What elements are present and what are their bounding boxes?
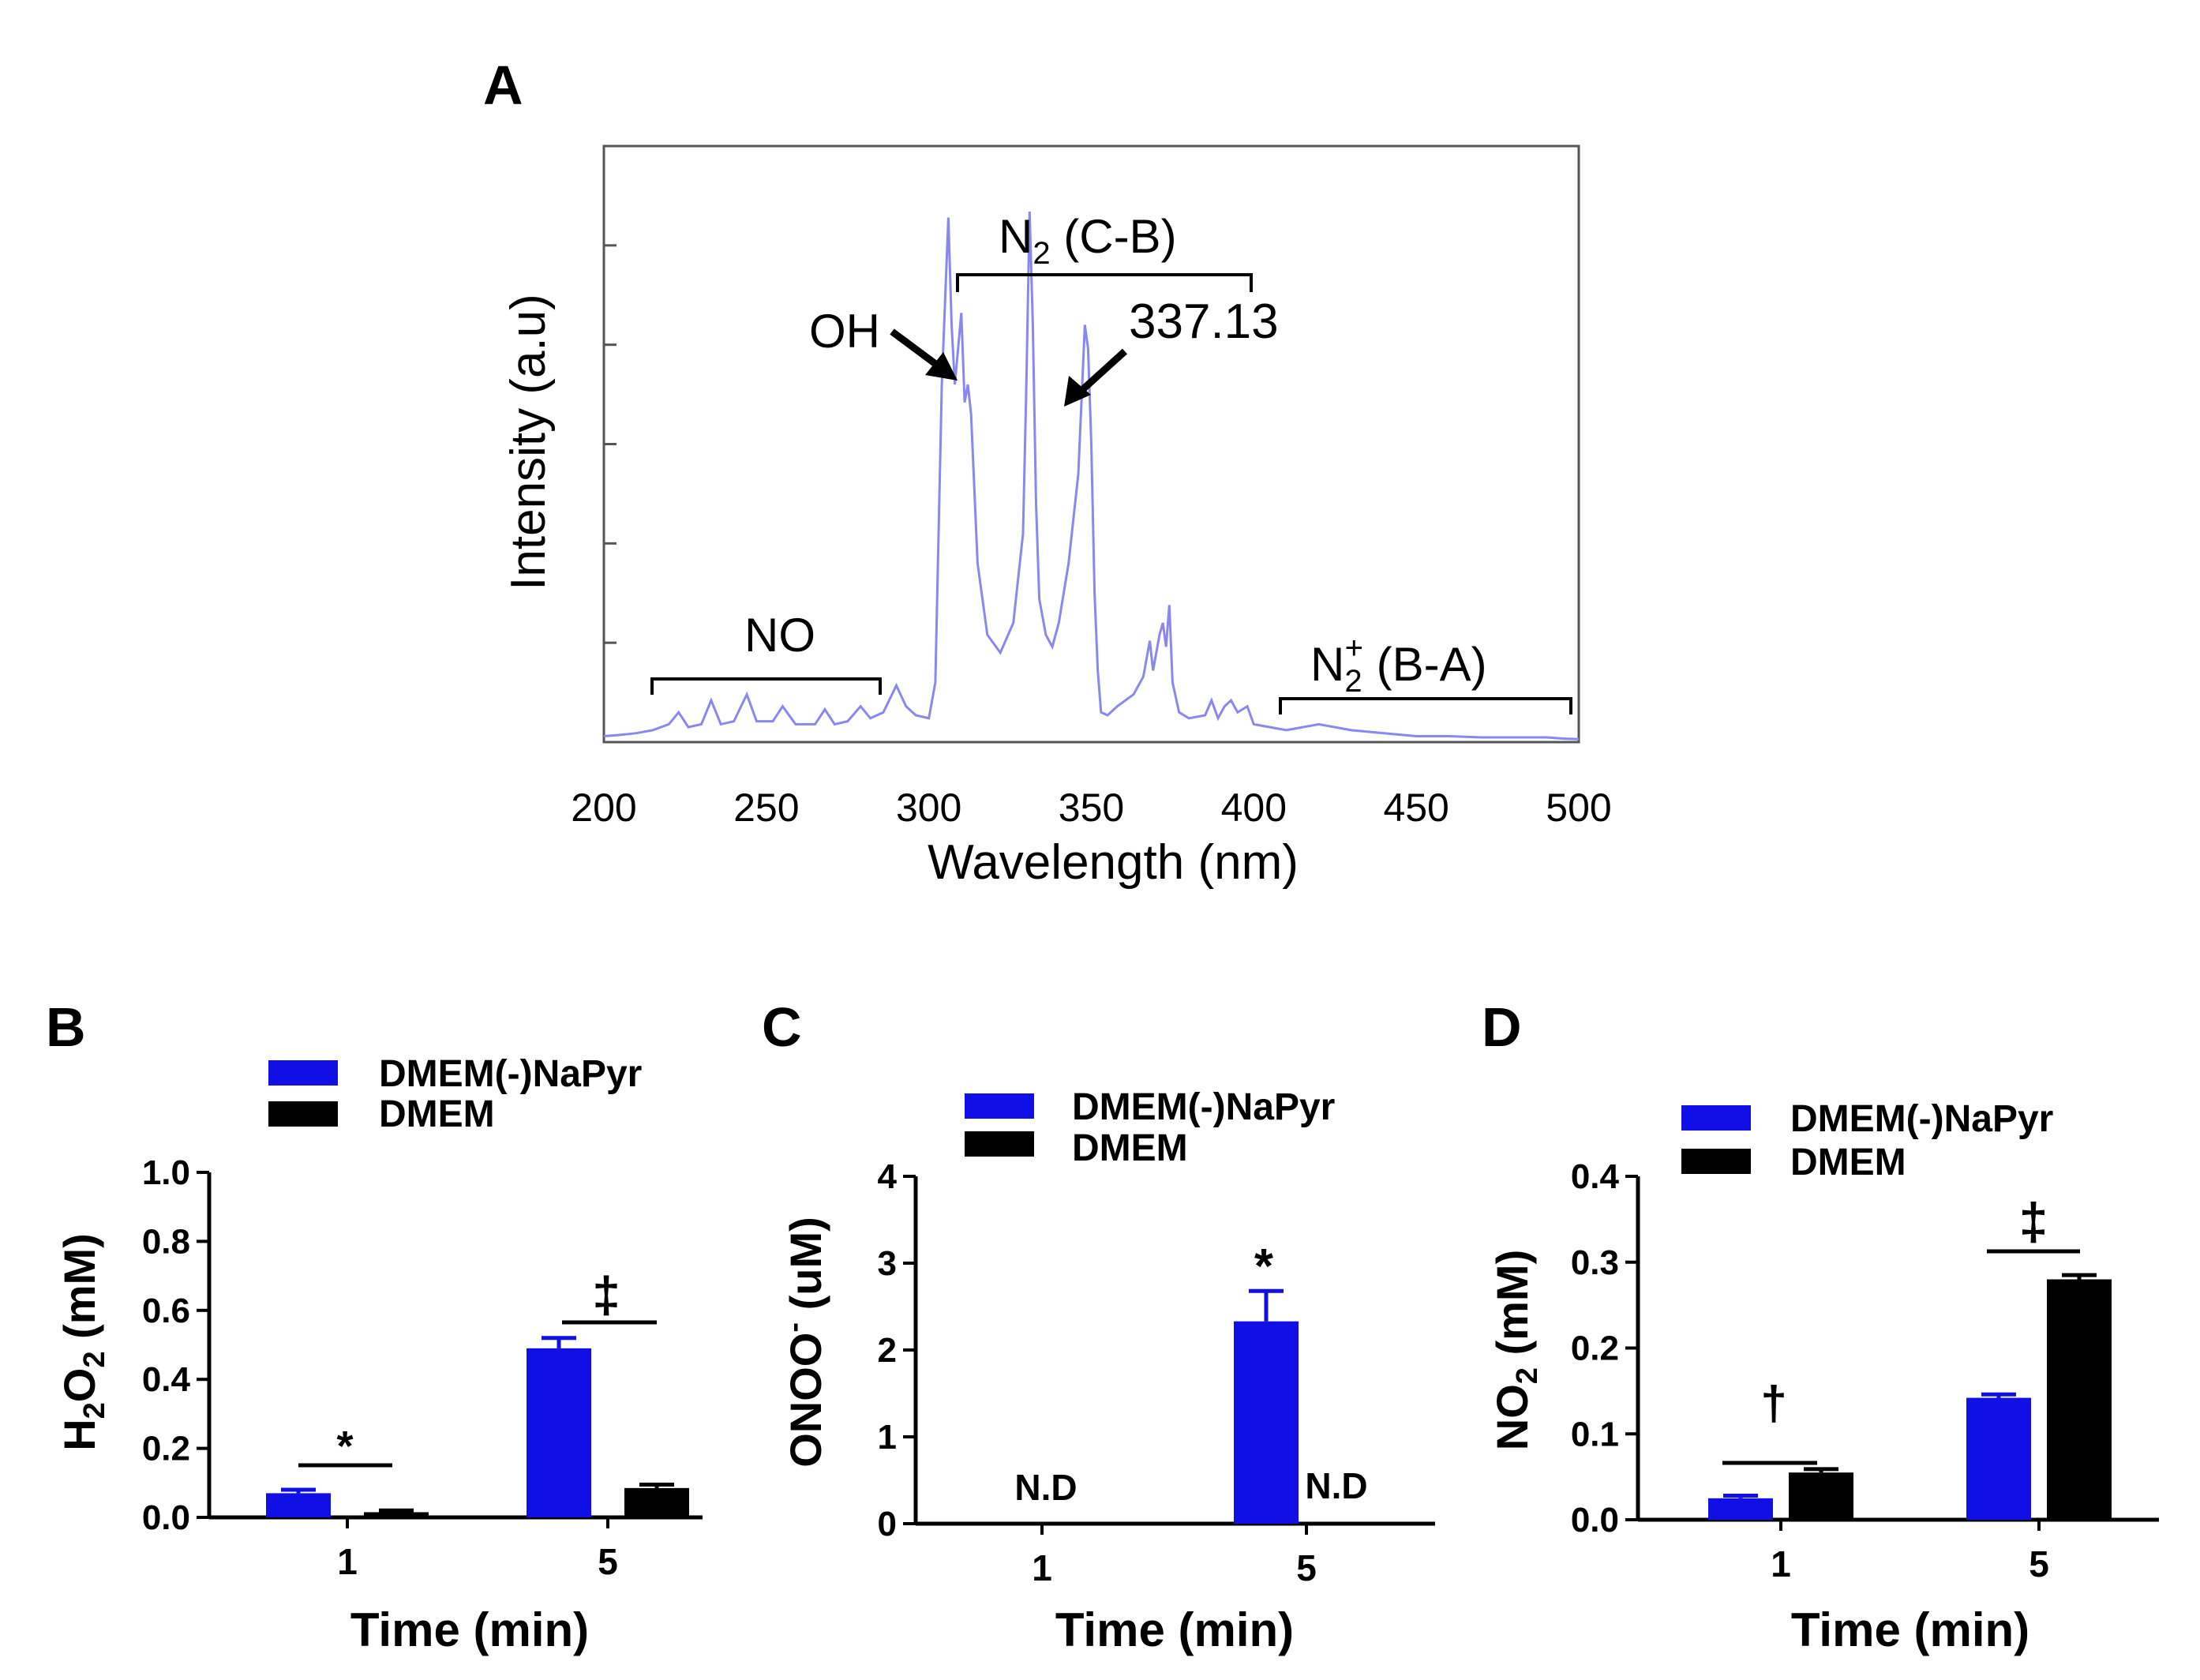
spectrum-y-ticks [604,144,617,644]
significance-marker: * [1254,1239,1274,1294]
significance-marker: † [1760,1377,1786,1430]
n2-cb-bracket [956,273,1253,292]
legend-d-item-1: DMEM(-)NaPyr [1790,1098,2053,1140]
panel-label-c: C [762,996,802,1058]
panel-label-b: B [46,996,86,1058]
y-tick-label: 0.1 [1571,1415,1619,1453]
y-tick-label: 4 [878,1157,898,1196]
y-tick-label: 0.4 [1571,1157,1620,1196]
y-tick-label: 0.6 [142,1292,190,1330]
x-tick-label: 5 [598,1541,618,1582]
n2plus-ba-label: N2+ (B-A) [1310,631,1487,699]
legend-d-swatch-black [1681,1149,1751,1174]
panel-b-plot: 0.0 0.2 0.4 0.6 0.8 1.0 1 5 * ‡ [142,1153,703,1582]
x-tick-label: 5 [2029,1543,2049,1584]
legend-c-swatch-blue [965,1093,1034,1119]
y-tick-label: 0.0 [1571,1501,1619,1539]
panel-d: D DMEM(-)NaPyr DMEM NO2 (mM) Time (min) … [1482,996,2159,1656]
significance-marker: * [336,1423,353,1470]
bar-dmem [364,1512,429,1517]
panel-label-d: D [1482,996,1522,1058]
bar-dmem-napyr [1708,1498,1773,1520]
panel-d-plot: 0.0 0.1 0.2 0.3 0.4 1 5 † ‡ [1571,1157,2159,1584]
y-tick-label: 1.0 [142,1153,190,1192]
panel-d-x-axis-label: Time (min) [1791,1603,2029,1656]
spectrum-line [603,211,1580,741]
spectrum-x-ticks: 200 250 300 350 400 450 500 [571,786,1611,830]
legend-b-item-2: DMEM [379,1093,495,1135]
bar-dmem [624,1487,689,1517]
panel-c: C DMEM(-)NaPyr DMEM ONOO- (uM) Time (min… [762,996,1435,1656]
spectrum-x-tick-label: 350 [1059,786,1124,830]
x-tick-label: 1 [337,1541,358,1582]
x-tick-label: 1 [1032,1547,1052,1588]
legend-b-item-1: DMEM(-)NaPyr [379,1053,642,1095]
oh-arrow-head [925,352,958,381]
panel-b: B DMEM(-)NaPyr DMEM H2O2 (mM) Time (min)… [46,996,703,1656]
significance-marker: ‡ [592,1266,620,1323]
x-tick-label: 5 [1296,1547,1317,1588]
n2plus-ba-bracket [1279,697,1572,714]
y-tick-label: 2 [878,1331,897,1370]
n2-cb-label: N2 (C-B) [999,210,1177,271]
panel-a: A 200 250 300 350 400 450 500 Intensity (a.u) … [483,54,1612,890]
legend-d-item-2: DMEM [1790,1142,1906,1183]
y-tick-label: 0.4 [142,1360,191,1399]
panel-b-x-axis-label: Time (min) [350,1603,589,1656]
x-tick-label: 1 [1771,1543,1791,1584]
bar-dmem [2047,1279,2112,1520]
panel-b-y-axis-label: H2O2 (mM) [54,1233,111,1451]
legend-b-swatch-black [268,1101,338,1127]
peak-label: 337.13 [1129,294,1279,349]
spectrum-x-tick-label: 500 [1546,786,1611,830]
y-tick-label: 0.3 [1571,1243,1619,1282]
y-tick-label: 3 [878,1244,897,1283]
significance-marker: ‡ [2019,1192,2048,1251]
bar-dmem-napyr [1966,1397,2031,1520]
spectrum-y-axis-label: Intensity (a.u) [501,294,556,591]
legend-c-item-2: DMEM [1072,1127,1188,1169]
y-tick-label: 0.0 [142,1498,190,1537]
spectrum-x-tick-label: 400 [1221,786,1287,830]
y-tick-label: 0.2 [142,1430,190,1468]
not-detected-label: N.D [1014,1467,1077,1508]
bar-dmem [1789,1472,1853,1520]
no-band-label: NO [744,609,815,662]
legend-c-swatch-black [965,1131,1034,1157]
panel-c-plot: 0 1 2 3 4 1 5 * N.D N.D [878,1157,1435,1588]
panel-d-y-axis-label: NO2 (mM) [1487,1250,1544,1450]
bar-dmem-napyr [527,1348,591,1517]
y-tick-label: 1 [878,1418,897,1457]
oh-label: OH [809,305,880,358]
peak-arrow-head [1064,376,1091,407]
panel-label-a: A [483,54,523,116]
panel-c-x-axis-label: Time (min) [1055,1603,1294,1656]
panel-c-y-axis-label: ONOO- (uM) [778,1217,830,1468]
spectrum-x-tick-label: 300 [896,786,961,830]
y-tick-label: 0 [878,1505,897,1543]
spectrum-x-tick-label: 250 [733,786,799,830]
no-bracket [650,677,882,695]
not-detected-label: N.D [1305,1465,1367,1506]
bar-dmem-napyr [266,1493,331,1517]
y-tick-label: 0.2 [1571,1329,1619,1368]
legend-d-swatch-blue [1681,1105,1751,1131]
spectrum-x-tick-label: 450 [1383,786,1449,830]
spectrum-x-tick-label: 200 [571,786,636,830]
legend-b-swatch-blue [268,1060,338,1086]
bar-dmem-napyr [1234,1321,1299,1524]
y-tick-label: 0.8 [142,1222,190,1261]
legend-c-item-1: DMEM(-)NaPyr [1072,1086,1335,1128]
spectrum-x-axis-label: Wavelength (nm) [928,835,1299,890]
